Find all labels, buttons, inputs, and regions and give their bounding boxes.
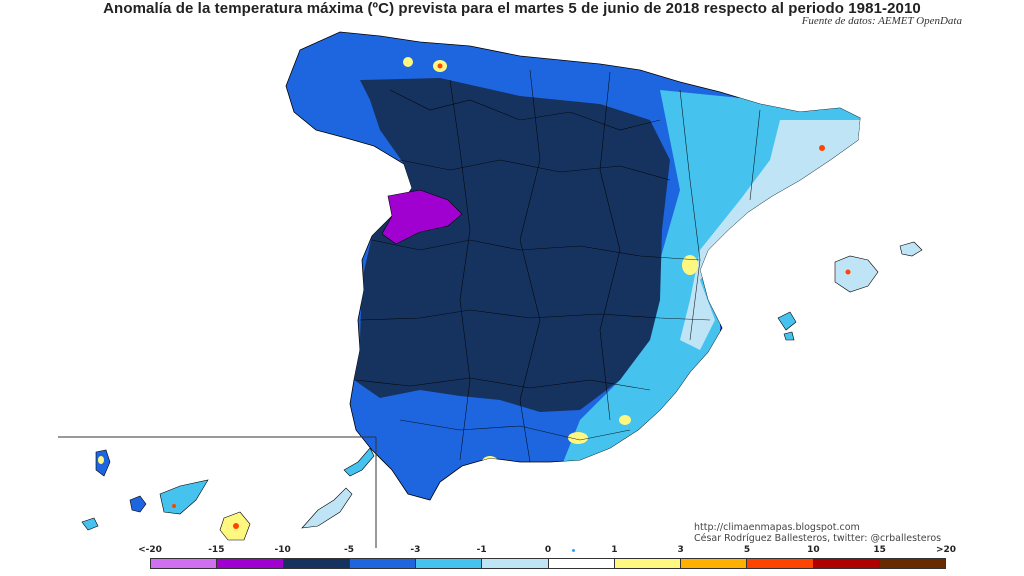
legend-segment	[879, 559, 945, 568]
legend-tick-label: -1	[476, 545, 487, 555]
legend-segment	[747, 559, 814, 568]
legend-tick-label: -15	[208, 545, 225, 555]
data-source: Fuente de datos: AEMET OpenData	[801, 15, 962, 27]
color-scale-legend	[150, 558, 946, 569]
legend-segment	[482, 559, 549, 568]
legend-segment	[416, 559, 483, 568]
legend-tick-label: <-20	[138, 545, 162, 555]
legend-tick-label: -5	[344, 545, 354, 555]
legend-segment	[151, 559, 218, 568]
legend-marker-dot	[572, 549, 575, 552]
credit-url: http://climaenmapas.blogspot.com	[694, 522, 860, 533]
legend-tick-label: 15	[873, 545, 886, 555]
balearic-islands	[777, 241, 923, 341]
legend-segment	[614, 559, 681, 568]
legend-segment	[813, 559, 880, 568]
legend-tick-label: 0	[544, 545, 552, 555]
canary-islands-inset	[58, 436, 377, 548]
legend-tick-label: 10	[807, 545, 820, 555]
legend-segment	[283, 559, 350, 568]
legend-tick-label: -3	[410, 545, 421, 555]
credit-author: César Rodríguez Ballesteros, twitter: @c…	[694, 533, 942, 544]
legend-tick-label: >20	[935, 545, 957, 555]
legend-segment	[349, 559, 416, 568]
legend-segment	[548, 559, 615, 568]
legend-segment	[217, 559, 284, 568]
legend-tick-label: 1	[611, 545, 618, 555]
peninsula	[285, 31, 861, 501]
legend-tick-label: -10	[274, 545, 291, 555]
legend-tick-label: 3	[677, 545, 684, 555]
legend-tick-label: 5	[743, 545, 751, 555]
map-title: Anomalía de la temperatura máxima (ºC) p…	[103, 0, 921, 17]
legend-segment	[681, 559, 748, 568]
